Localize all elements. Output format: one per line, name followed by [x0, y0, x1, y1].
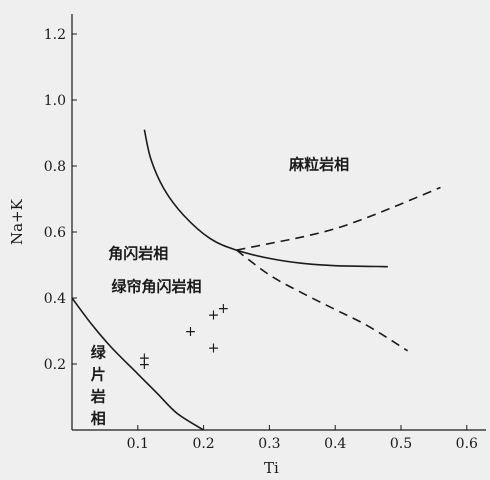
x-tick-label: 0.2	[192, 436, 214, 452]
y-axis-title: Na+K	[8, 198, 26, 245]
region-label-vertical-char: 片	[91, 365, 106, 383]
y-tick-label: 1.2	[44, 27, 66, 43]
region-label-vertical-char: 绿	[91, 343, 107, 361]
solid-boundary-1	[143, 129, 388, 268]
y-tick-label: 0.6	[44, 225, 66, 241]
data-point: +	[139, 350, 151, 366]
region-label: 麻粒岩相	[288, 155, 349, 173]
x-tick-label: 0.4	[324, 436, 346, 452]
region-label-vertical-char: 相	[91, 409, 106, 427]
y-tick-label: 1.0	[44, 93, 66, 109]
dashed-boundary-2	[236, 186, 441, 251]
x-tick-label: 0.3	[258, 436, 280, 452]
y-tick-label: 0.2	[44, 357, 66, 373]
data-points: ++++++	[139, 301, 230, 373]
y-tick-label: 0.8	[44, 159, 66, 175]
data-point: +	[208, 341, 220, 357]
data-point: +	[139, 357, 151, 373]
curves	[71, 129, 441, 431]
dashed-boundary-3	[236, 249, 409, 352]
y-tick-label: 0.4	[44, 291, 66, 307]
region-label: 绿帘角闪岩相	[111, 277, 201, 295]
x-axis-title: Ti	[264, 459, 279, 477]
data-point: +	[185, 324, 197, 340]
x-tick-label: 0.6	[456, 436, 478, 452]
region-label-vertical-char: 岩	[90, 387, 106, 405]
x-tick-label: 0.1	[127, 436, 149, 452]
axes: 0.2 0.4 0.6 0.8 1.0 1.2 0.1 0.2 0.3 0.4 0.5 0.6	[44, 14, 486, 452]
x-tick-label: 0.5	[390, 436, 412, 452]
solid-boundary-0	[71, 297, 205, 431]
data-point: +	[208, 308, 220, 324]
region-label: 角闪岩相	[108, 244, 168, 262]
data-point: +	[217, 301, 229, 317]
